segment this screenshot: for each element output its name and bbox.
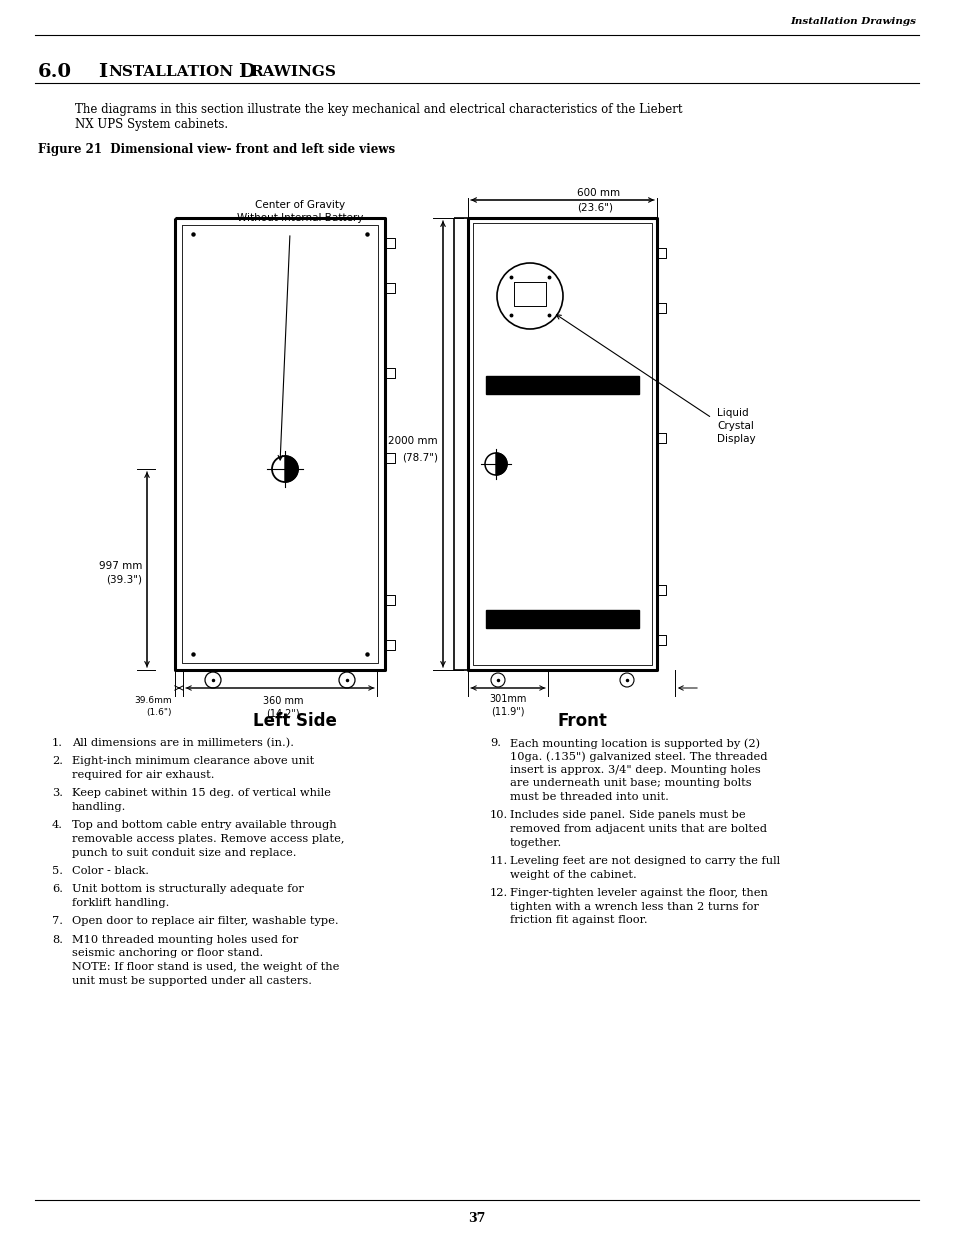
Polygon shape xyxy=(285,456,297,482)
Text: Each mounting location is supported by (2): Each mounting location is supported by (… xyxy=(510,739,760,748)
Text: Open door to replace air filter, washable type.: Open door to replace air filter, washabl… xyxy=(71,916,338,926)
Text: Installation Drawings: Installation Drawings xyxy=(789,17,915,26)
Polygon shape xyxy=(485,610,639,629)
Text: 600 mm: 600 mm xyxy=(577,188,619,198)
Text: The diagrams in this section illustrate the key mechanical and electrical charac: The diagrams in this section illustrate … xyxy=(75,103,681,116)
Text: Color - black.: Color - black. xyxy=(71,866,149,876)
Text: 37: 37 xyxy=(468,1212,485,1224)
Text: NSTALLATION: NSTALLATION xyxy=(108,65,233,79)
Text: 301mm: 301mm xyxy=(489,694,526,704)
Text: NX UPS System cabinets.: NX UPS System cabinets. xyxy=(75,119,228,131)
Text: seismic anchoring or floor stand.: seismic anchoring or floor stand. xyxy=(71,948,263,958)
Text: D: D xyxy=(237,63,254,82)
Text: removable access plates. Remove access plate,: removable access plates. Remove access p… xyxy=(71,834,344,844)
Text: 11.: 11. xyxy=(490,856,508,866)
Text: 4.: 4. xyxy=(52,820,63,830)
Text: forklift handling.: forklift handling. xyxy=(71,898,170,908)
Text: friction fit against floor.: friction fit against floor. xyxy=(510,915,647,925)
Text: must be threaded into unit.: must be threaded into unit. xyxy=(510,792,668,802)
Text: tighten with a wrench less than 2 turns for: tighten with a wrench less than 2 turns … xyxy=(510,902,758,911)
Text: 9.: 9. xyxy=(490,739,500,748)
Text: M10 threaded mounting holes used for: M10 threaded mounting holes used for xyxy=(71,935,298,945)
Text: Eight-inch minimum clearance above unit: Eight-inch minimum clearance above unit xyxy=(71,757,314,767)
Text: Liquid: Liquid xyxy=(717,408,748,417)
Text: 10.: 10. xyxy=(490,810,508,820)
Text: NOTE: If floor stand is used, the weight of the: NOTE: If floor stand is used, the weight… xyxy=(71,962,339,972)
Text: (1.6"): (1.6") xyxy=(147,708,172,718)
Text: 997 mm: 997 mm xyxy=(98,561,142,571)
Text: I: I xyxy=(98,63,107,82)
Text: 6.0: 6.0 xyxy=(38,63,71,82)
Text: Center of Gravity: Center of Gravity xyxy=(254,200,345,210)
Text: Crystal: Crystal xyxy=(717,421,753,431)
Text: unit must be supported under all casters.: unit must be supported under all casters… xyxy=(71,976,312,986)
Text: 6.: 6. xyxy=(52,884,63,894)
Text: 2.: 2. xyxy=(52,757,63,767)
Text: required for air exhaust.: required for air exhaust. xyxy=(71,769,214,781)
Text: (78.7"): (78.7") xyxy=(401,452,437,462)
Text: weight of the cabinet.: weight of the cabinet. xyxy=(510,869,636,879)
Polygon shape xyxy=(496,453,506,475)
Text: 5.: 5. xyxy=(52,866,63,876)
Text: 2000 mm: 2000 mm xyxy=(388,436,437,446)
Text: 360 mm: 360 mm xyxy=(262,697,303,706)
Text: Leveling feet are not designed to carry the full: Leveling feet are not designed to carry … xyxy=(510,856,780,866)
Text: 7.: 7. xyxy=(52,916,63,926)
Text: 3.: 3. xyxy=(52,788,63,799)
Text: (11.9"): (11.9") xyxy=(491,706,524,716)
Text: RAWINGS: RAWINGS xyxy=(250,65,335,79)
Text: Top and bottom cable entry available through: Top and bottom cable entry available thr… xyxy=(71,820,336,830)
Text: handling.: handling. xyxy=(71,802,126,811)
Text: removed from adjacent units that are bolted: removed from adjacent units that are bol… xyxy=(510,824,766,834)
Text: punch to suit conduit size and replace.: punch to suit conduit size and replace. xyxy=(71,847,296,857)
Text: Unit bottom is structurally adequate for: Unit bottom is structurally adequate for xyxy=(71,884,304,894)
Text: (39.3"): (39.3") xyxy=(106,576,142,585)
Text: Includes side panel. Side panels must be: Includes side panel. Side panels must be xyxy=(510,810,745,820)
Text: Keep cabinet within 15 deg. of vertical while: Keep cabinet within 15 deg. of vertical … xyxy=(71,788,331,799)
Text: 10ga. (.135") galvanized steel. The threaded: 10ga. (.135") galvanized steel. The thre… xyxy=(510,752,767,762)
Text: 1.: 1. xyxy=(52,739,63,748)
Text: insert is approx. 3/4" deep. Mounting holes: insert is approx. 3/4" deep. Mounting ho… xyxy=(510,764,760,776)
Text: (14.2"): (14.2") xyxy=(266,708,299,718)
Text: are underneath unit base; mounting bolts: are underneath unit base; mounting bolts xyxy=(510,778,751,788)
Text: Without Internal Battery: Without Internal Battery xyxy=(236,212,363,224)
Text: Left Side: Left Side xyxy=(253,713,336,730)
Text: (23.6"): (23.6") xyxy=(577,203,613,212)
Text: Finger-tighten leveler against the floor, then: Finger-tighten leveler against the floor… xyxy=(510,888,767,898)
Text: 8.: 8. xyxy=(52,935,63,945)
Text: Front: Front xyxy=(557,713,606,730)
Text: Display: Display xyxy=(717,433,755,445)
Text: together.: together. xyxy=(510,837,561,847)
Text: 39.6mm: 39.6mm xyxy=(134,697,172,705)
Text: All dimensions are in millimeters (in.).: All dimensions are in millimeters (in.). xyxy=(71,739,294,748)
Text: Figure 21  Dimensional view- front and left side views: Figure 21 Dimensional view- front and le… xyxy=(38,143,395,156)
Polygon shape xyxy=(485,375,639,394)
Text: 12.: 12. xyxy=(490,888,508,898)
